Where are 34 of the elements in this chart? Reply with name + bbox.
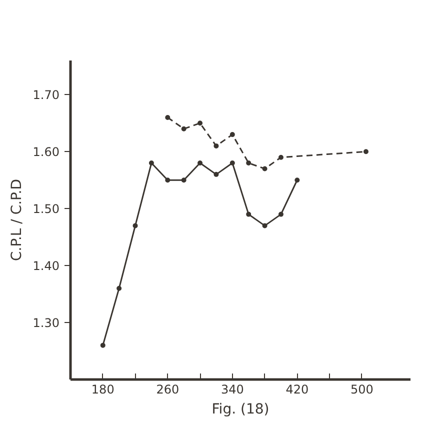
point: [262, 166, 268, 172]
point: [294, 178, 300, 183]
point: [246, 160, 252, 166]
x-tick-label: 500: [350, 382, 374, 396]
x-tick-label: 180: [91, 382, 114, 396]
point: [165, 178, 170, 183]
point: [214, 172, 219, 177]
point: [214, 143, 219, 148]
point: [363, 149, 368, 154]
y-tick-label: 1.40: [32, 259, 60, 274]
x-tick-label: 340: [220, 382, 244, 396]
point: [116, 286, 122, 291]
point: [181, 126, 186, 132]
y-tick-label: 1.60: [32, 145, 60, 160]
point: [278, 212, 284, 217]
point: [262, 223, 268, 228]
point: [230, 132, 235, 138]
point: [148, 160, 154, 166]
y-axis-title: C.P.L / C.P.D: [8, 178, 25, 262]
y-tick-label: 1.50: [32, 202, 60, 216]
x-axis-title: Fig. (18): [212, 402, 270, 418]
point: [100, 342, 106, 348]
point: [246, 212, 252, 217]
point: [230, 160, 235, 166]
point: [278, 154, 284, 160]
y-tick-label: 1.70: [32, 88, 60, 102]
y-tick-label: 1.30: [32, 316, 60, 330]
point: [165, 114, 170, 120]
point: [198, 120, 203, 126]
point: [132, 223, 138, 228]
point: [181, 178, 186, 183]
x-tick-label: 260: [156, 382, 180, 396]
x-tick-label: 420: [286, 382, 309, 396]
point: [198, 160, 203, 166]
